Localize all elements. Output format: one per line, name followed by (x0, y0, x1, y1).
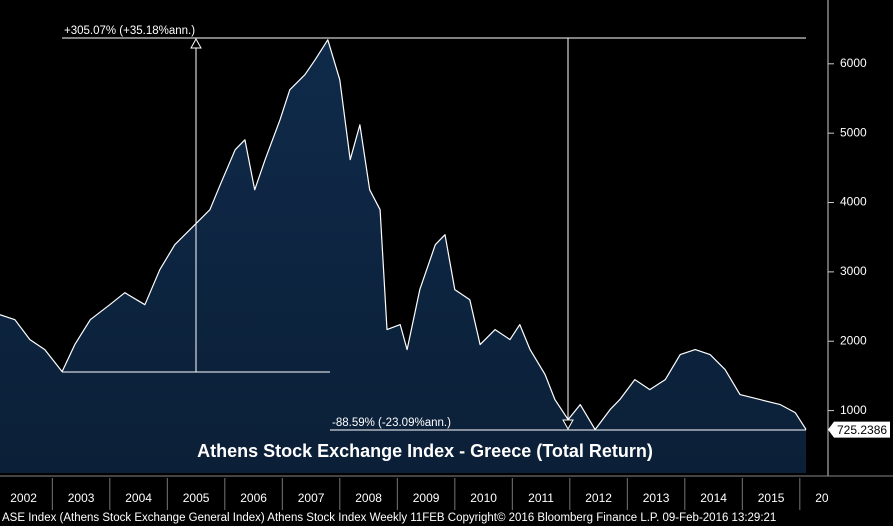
last-value-tag (828, 421, 890, 438)
x-tick-label: 2006 (240, 491, 267, 505)
y-tick-label: 1000 (840, 403, 867, 417)
last-value-label: 725.2386 (837, 423, 887, 437)
x-tick-label: 2016 (815, 491, 842, 505)
x-tick-label: 2013 (643, 491, 670, 505)
x-tick-label: 2005 (183, 491, 210, 505)
series-line (0, 39, 807, 431)
x-tick-label: 2010 (470, 491, 497, 505)
footer: ASE Index (Athens Stock Exchange General… (2, 512, 776, 524)
annotation: +305.07% (+35.18%ann.) (64, 25, 195, 37)
x-tick-label: 2003 (68, 491, 95, 505)
x-tick-label: 2009 (413, 491, 440, 505)
x-tick-label: 2007 (298, 491, 325, 505)
area-fill (0, 39, 807, 474)
x-axis-labels: 2002 2003 2004 2005 2006 2007 2008 2009 2010 2011… (10, 478, 842, 510)
y-tick-label: 4000 (840, 195, 867, 209)
x-tick-label: 2008 (355, 491, 382, 505)
annotation-lines (62, 37, 806, 431)
x-tick-label: 2015 (758, 491, 785, 505)
x-tick-label: 2002 (10, 491, 37, 505)
chart-title: Athens Stock Exchange Index - Greece (To… (197, 441, 653, 461)
plot-layer (0, 39, 807, 474)
annotation: -88.59% (-23.09%ann.) (332, 417, 451, 429)
y-tick-label: 6000 (840, 56, 867, 70)
rise-arrow-head (190, 37, 202, 49)
x-tick-label: 2012 (585, 491, 612, 505)
x-tick-label: 2014 (700, 491, 727, 505)
y-tick-label: 3000 (840, 264, 867, 278)
y-tick-label: 5000 (840, 125, 867, 139)
y-tick-label: 2000 (840, 333, 867, 347)
x-tick-label: 2004 (125, 491, 152, 505)
x-tick-label: 2011 (528, 491, 554, 505)
fall-arrow-head (562, 419, 574, 431)
